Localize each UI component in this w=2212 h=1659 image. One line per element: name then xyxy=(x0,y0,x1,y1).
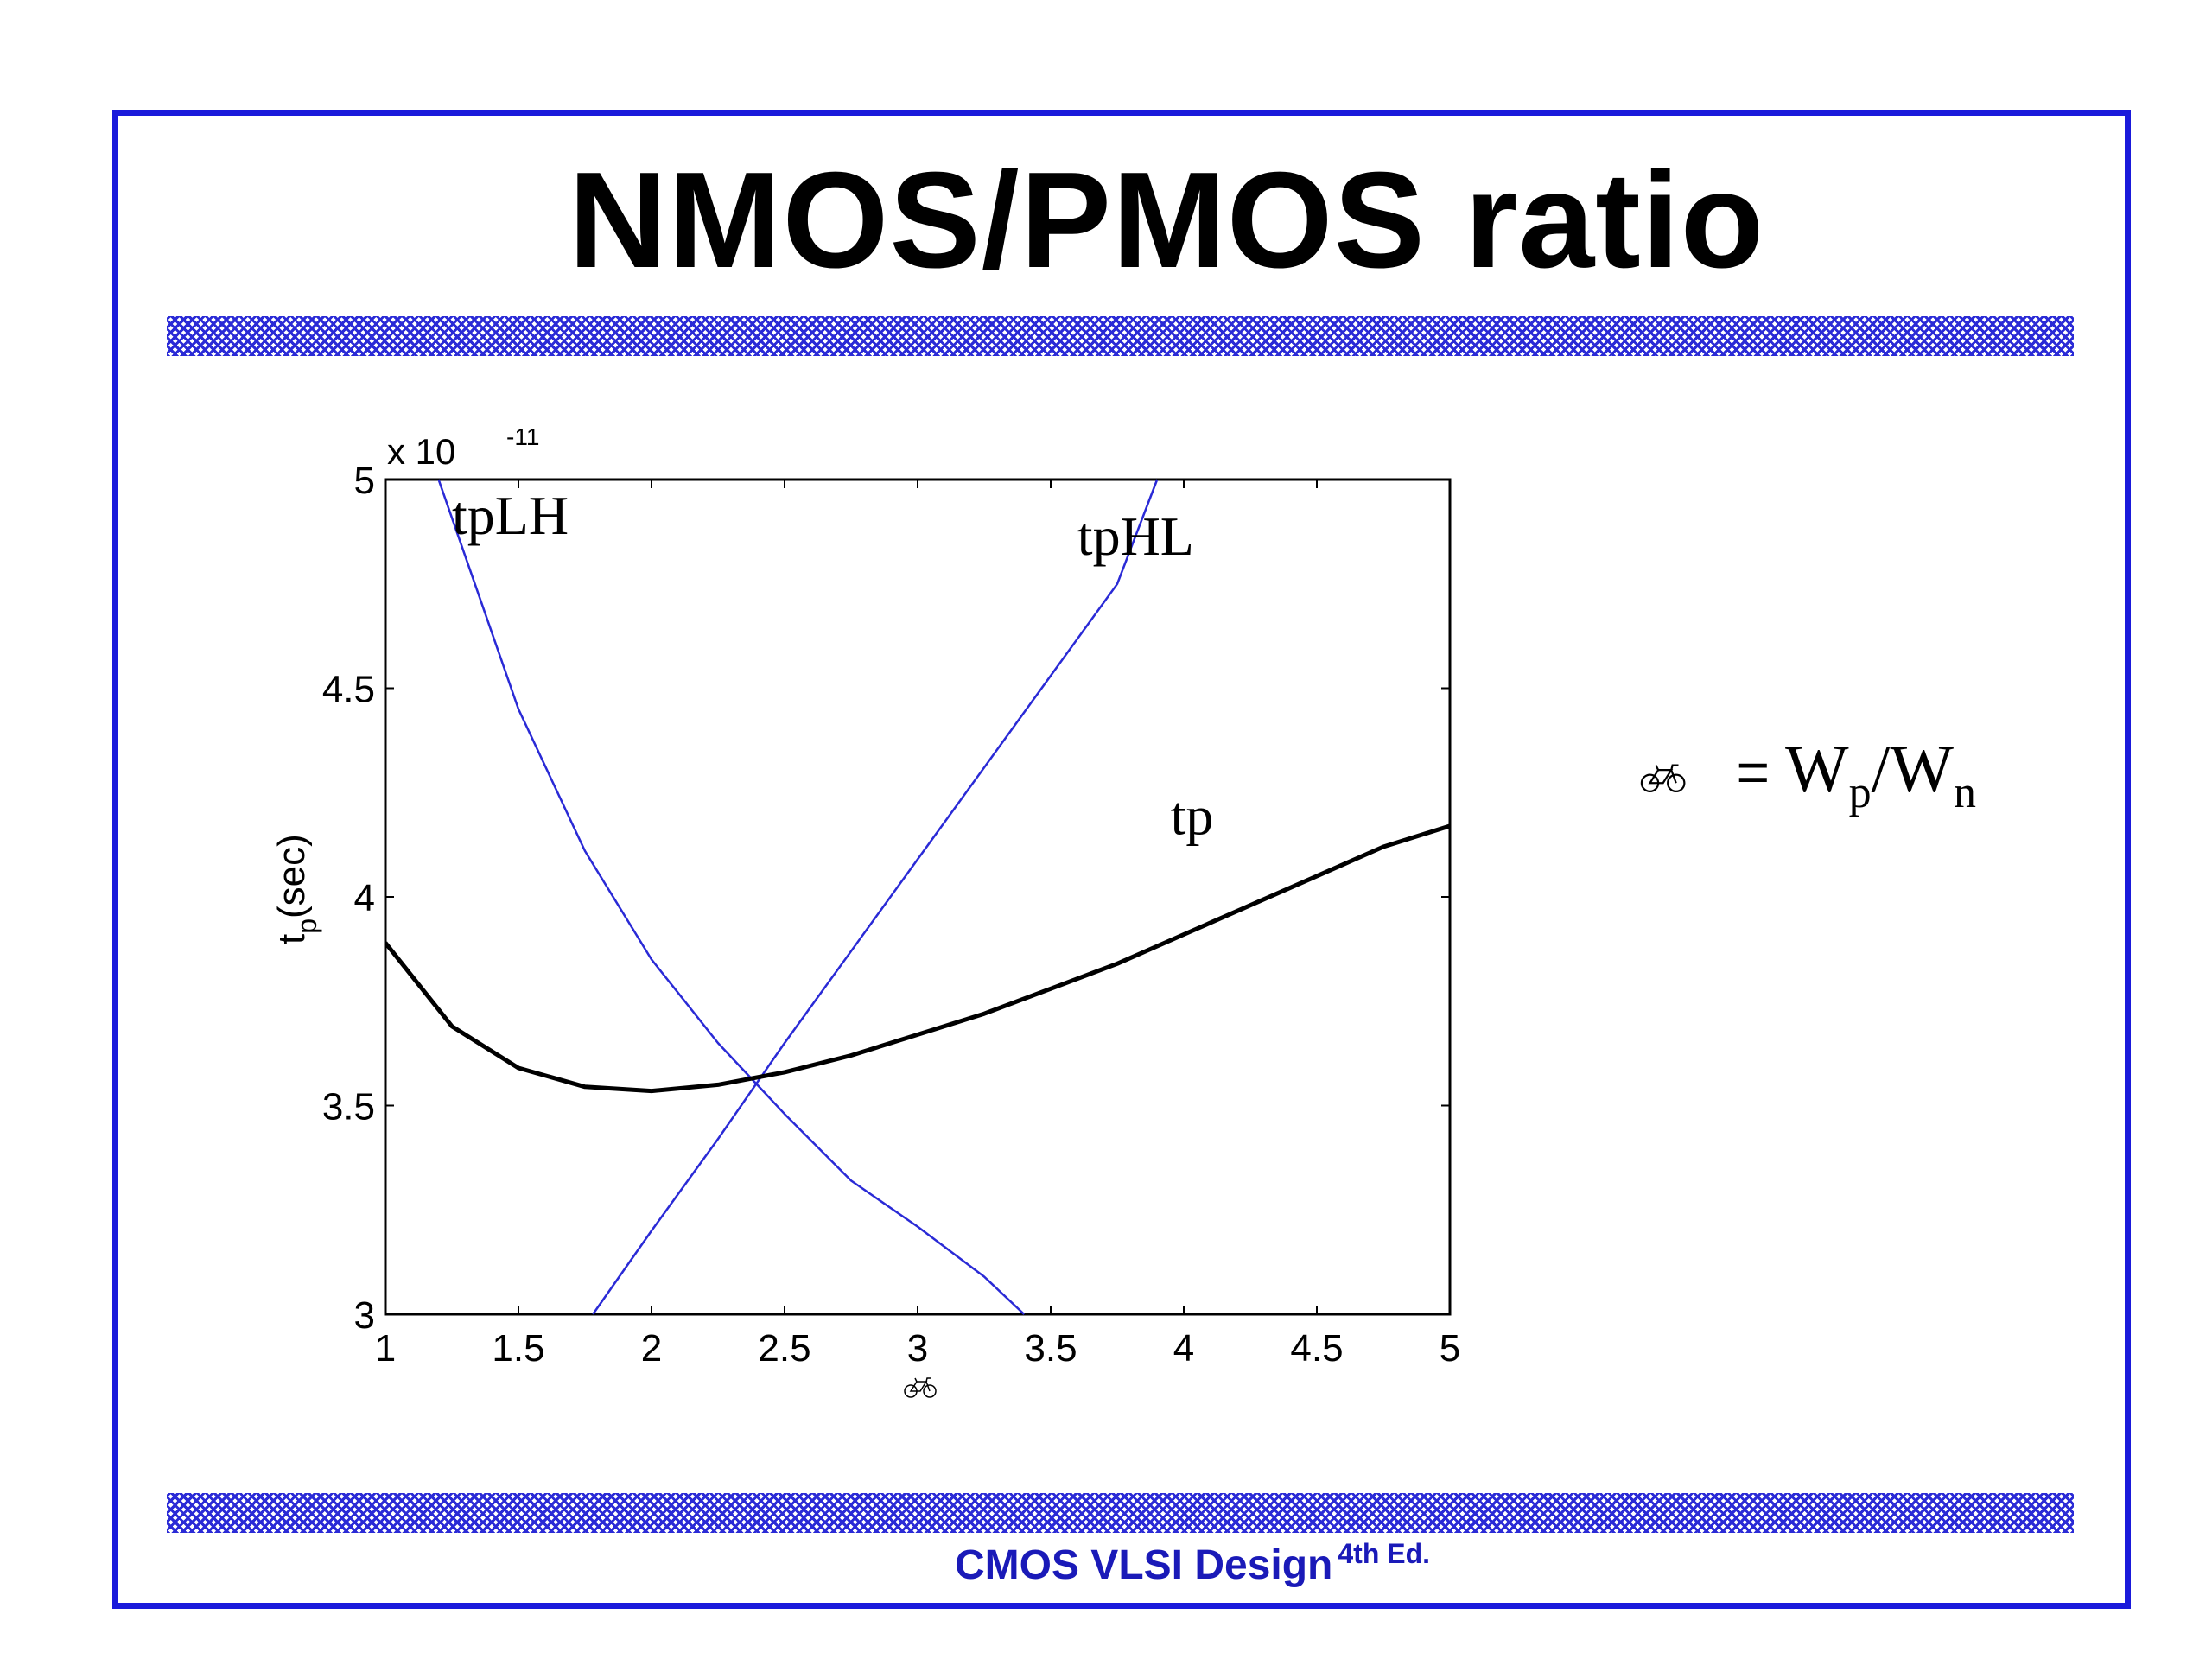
y-tick-label: 4 xyxy=(354,877,375,919)
y-tick-label: 4.5 xyxy=(322,669,375,711)
footer-edition: 4th Ed. xyxy=(1338,1538,1431,1569)
bicycle-icon xyxy=(904,1377,937,1398)
x-tick-label: 3.5 xyxy=(1024,1327,1077,1370)
series-line-tp xyxy=(384,823,1451,1094)
slide-footer: CMOS VLSI Design 4th Ed. xyxy=(0,1538,2212,1589)
y-axis-label-sub: p xyxy=(291,918,322,934)
ratio-equation: = Wp/Wn xyxy=(1633,730,1976,818)
annotation-tp: tp xyxy=(1171,785,1214,847)
bicycle-icon xyxy=(1640,764,1686,792)
equals-sign: = xyxy=(1736,740,1770,804)
x-axis-icon-group xyxy=(904,1377,937,1398)
subscript-p: p xyxy=(1848,768,1872,817)
x-tick-label: 4.5 xyxy=(1290,1327,1343,1370)
w-symbol-p: W xyxy=(1785,731,1849,806)
slash-symbol: / xyxy=(1871,731,1891,806)
bottom-pattern-band xyxy=(167,1493,2074,1533)
y-tick-label: 3 xyxy=(354,1294,375,1337)
x-tick-label: 2.5 xyxy=(758,1327,810,1370)
x-tick-label: 1.5 xyxy=(492,1327,544,1370)
axis-multiplier-label: x 10 xyxy=(387,431,455,472)
annotation-tplh: tpLH xyxy=(452,485,569,546)
x-tick-label: 3 xyxy=(907,1327,928,1370)
top-pattern-band xyxy=(167,316,2074,356)
plot-area-frame xyxy=(384,478,1452,1316)
x-tick-label: 1 xyxy=(375,1327,396,1370)
annotation-tphl: tpHL xyxy=(1077,505,1194,567)
axis-multiplier-exponent: -11 xyxy=(506,423,539,450)
series-line-tphl xyxy=(592,479,1159,1315)
footer-title: CMOS VLSI Design xyxy=(954,1542,1333,1588)
slide-title: NMOS/PMOS ratio xyxy=(568,144,1765,296)
series-line-tplh xyxy=(437,479,1026,1315)
y-axis-label-unit: (sec) xyxy=(270,834,313,918)
x-tick-label: 4 xyxy=(1173,1327,1194,1370)
y-tick-label: 3.5 xyxy=(322,1086,375,1128)
y-tick-label: 5 xyxy=(354,460,375,502)
slide-frame xyxy=(112,110,2131,1609)
x-tick-label: 5 xyxy=(1440,1327,1460,1370)
w-symbol-n: W xyxy=(1890,731,1954,806)
subscript-n: n xyxy=(1953,768,1976,817)
y-axis-label: tp(sec) xyxy=(270,834,322,944)
y-axis-label-main: t xyxy=(270,934,313,944)
x-tick-label: 2 xyxy=(641,1327,662,1370)
